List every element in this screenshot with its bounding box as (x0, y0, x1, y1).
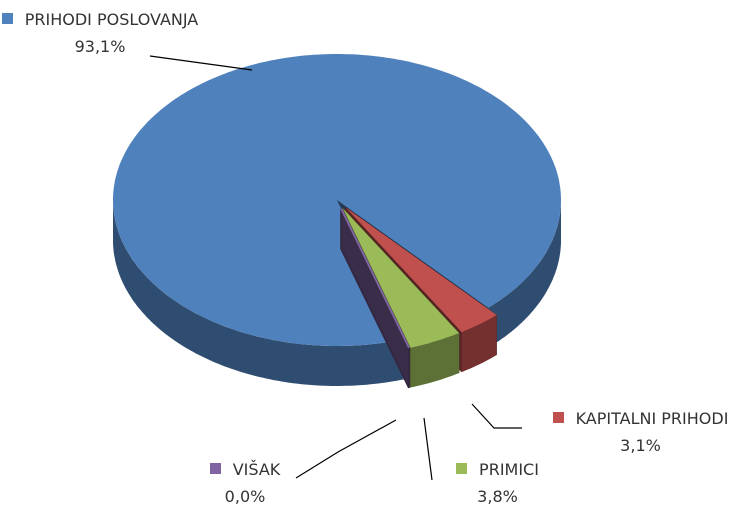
slice-edge (461, 315, 497, 373)
label-name: PRIMICI (479, 460, 539, 479)
leader-line (471, 403, 522, 429)
leader-line (423, 417, 433, 481)
label-name: KAPITALNI PRIHODI (575, 409, 729, 428)
slice-edge (113, 200, 405, 386)
label-value: 93,1% (74, 37, 126, 56)
legend-marker (456, 463, 468, 474)
label-value: 0,0% (224, 487, 266, 506)
label-value: 3,8% (477, 487, 518, 506)
data-label: KAPITALNI PRIHODI 3,1% (530, 405, 751, 459)
leader-line (295, 419, 397, 479)
label-name: VIŠAK (232, 460, 281, 479)
legend-marker (1, 13, 13, 24)
legend-marker (552, 412, 564, 423)
slice (342, 208, 460, 348)
leader-line (149, 55, 253, 71)
pie (113, 54, 561, 389)
slice-edge (488, 200, 561, 348)
data-label: VIŠAK 0,0% (190, 456, 300, 510)
label-value: 3,1% (620, 436, 661, 455)
data-label: PRIMICI 3,8% (440, 456, 555, 510)
label-name: PRIHODI POSLOVANJA (24, 10, 199, 29)
slice (340, 208, 410, 349)
slice (113, 54, 561, 346)
slice (345, 207, 497, 333)
data-label: PRIHODI POSLOVANJA 93,1% (0, 6, 200, 60)
slice-edge (410, 333, 460, 388)
legend-marker (209, 463, 221, 474)
